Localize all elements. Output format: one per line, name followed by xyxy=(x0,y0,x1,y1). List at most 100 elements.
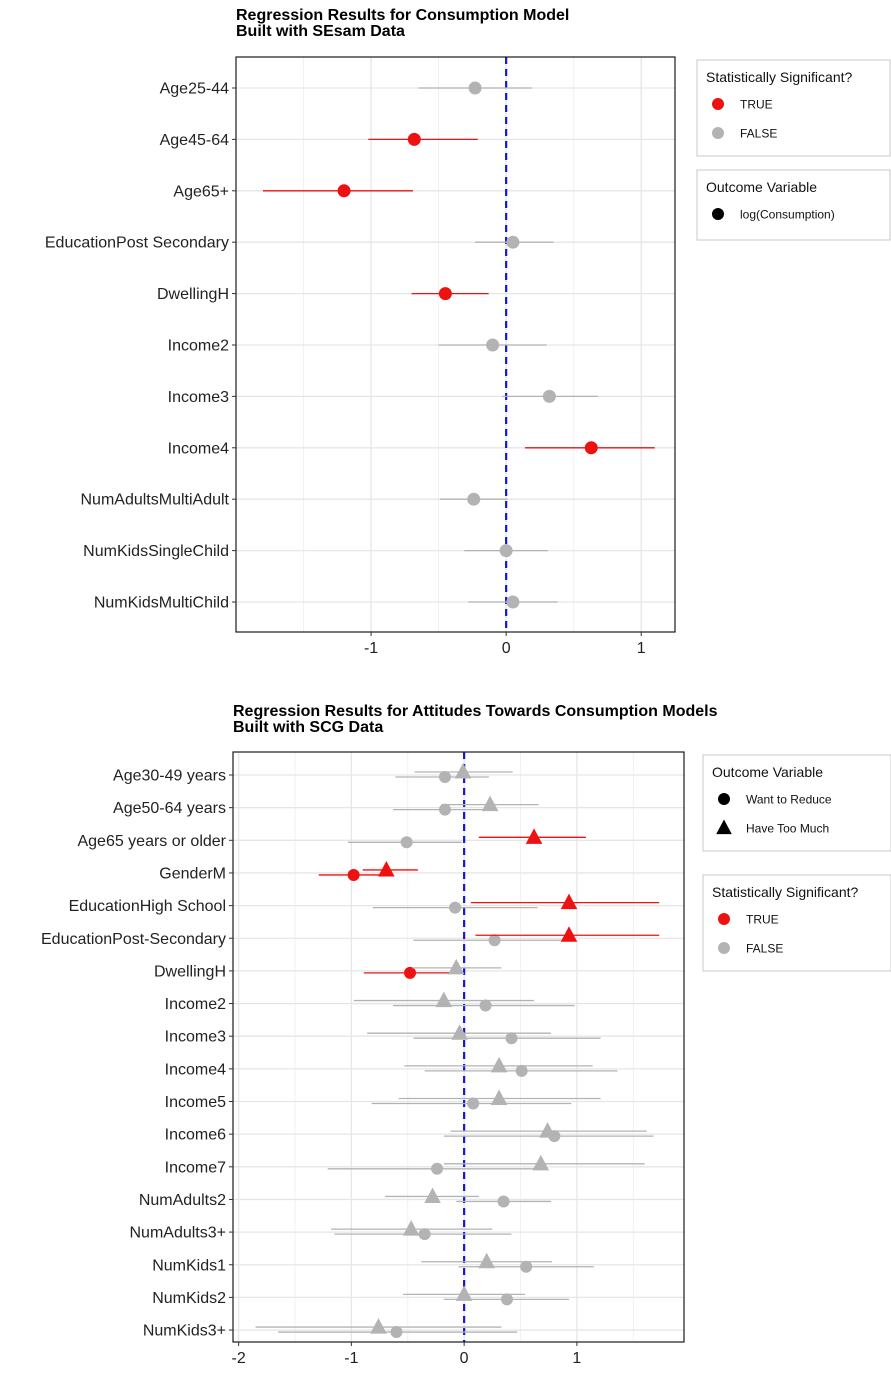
point-triangle xyxy=(478,1252,495,1269)
point-triangle xyxy=(402,1220,420,1236)
legend-label: Want to Reduce xyxy=(746,793,832,807)
y-tick-label: NumKids2 xyxy=(152,1290,226,1307)
point-circle xyxy=(520,1260,533,1273)
y-tick-label: Income4 xyxy=(165,1061,226,1078)
point-circle xyxy=(497,1195,510,1208)
y-tick-label: Age25-44 xyxy=(160,81,229,98)
y-tick-label: Income3 xyxy=(165,1029,226,1046)
legend-label: FALSE xyxy=(740,127,777,141)
point-triangle xyxy=(532,1154,550,1171)
y-tick-label: NumAdults2 xyxy=(139,1192,226,1209)
plot-panel-border xyxy=(232,751,685,1343)
legend-key-circle xyxy=(712,127,724,139)
x-tick-label: 0 xyxy=(460,1350,469,1367)
y-tick-label: Income2 xyxy=(168,338,229,355)
y-tick-label: NumKidsMultiChild xyxy=(94,595,229,612)
legend-label: log(Consumption) xyxy=(740,208,835,222)
legend-title: Statistically Significant? xyxy=(712,884,859,900)
y-tick-label: Income3 xyxy=(168,389,229,406)
legend-key-circle xyxy=(718,942,730,954)
consumption-model-chart: Regression Results for Consumption Model… xyxy=(45,7,891,657)
y-tick-label: Age65 years or older xyxy=(77,833,226,850)
chart-title-line: Built with SEsam Data xyxy=(236,23,405,40)
legend-title: Outcome Variable xyxy=(706,179,817,195)
point-circle xyxy=(467,1097,480,1110)
point-circle xyxy=(347,868,360,881)
point-circle xyxy=(438,287,452,301)
legend-key-circle xyxy=(718,913,730,925)
legend-key-circle xyxy=(718,793,730,805)
point-circle xyxy=(337,184,351,198)
x-tick-label: -1 xyxy=(364,640,378,657)
legend-key-circle xyxy=(712,98,724,110)
chart-title-line: Built with SCG Data xyxy=(233,719,383,736)
attitudes-model-chart: Regression Results for Attitudes Towards… xyxy=(41,703,891,1367)
chart-title-line: Regression Results for Attitudes Towards… xyxy=(233,703,718,720)
legend-label: Have Too Much xyxy=(746,822,829,836)
y-tick-label: Age65+ xyxy=(173,183,229,200)
y-tick-label: EducationPost-Secondary xyxy=(41,931,226,948)
y-tick-label: Age45-64 xyxy=(160,132,229,149)
y-tick-label: NumAdults3+ xyxy=(130,1225,227,1242)
point-triangle xyxy=(490,1056,508,1073)
point-circle xyxy=(506,595,520,609)
legend-title: Outcome Variable xyxy=(712,764,823,780)
point-circle xyxy=(431,1162,444,1175)
point-triangle xyxy=(455,1285,473,1301)
point-triangle xyxy=(525,828,543,844)
y-tick-label: DwellingH xyxy=(157,286,229,303)
y-tick-label: GenderM xyxy=(159,865,226,882)
x-tick-label: -1 xyxy=(344,1350,358,1367)
point-circle xyxy=(404,966,417,979)
point-circle xyxy=(486,338,500,352)
y-tick-label: NumKids3+ xyxy=(143,1323,226,1340)
point-triangle xyxy=(454,763,472,779)
point-circle xyxy=(449,901,462,914)
point-triangle xyxy=(378,860,395,877)
point-triangle xyxy=(447,958,465,975)
series-circle xyxy=(263,81,655,609)
y-tick-label: Age50-64 years xyxy=(113,800,226,817)
legend-box xyxy=(696,169,891,241)
gridlines xyxy=(233,752,684,1342)
point-circle xyxy=(584,441,598,455)
series-circle xyxy=(278,771,654,1339)
point-circle xyxy=(506,235,520,249)
point-circle xyxy=(438,771,451,783)
point-triangle xyxy=(370,1318,387,1334)
legend-label: FALSE xyxy=(746,942,783,956)
point-triangle xyxy=(490,1089,508,1106)
legend-title: Statistically Significant? xyxy=(706,69,853,85)
point-triangle xyxy=(435,991,453,1008)
legend-key-triangle xyxy=(716,819,732,835)
legend-label: TRUE xyxy=(746,913,779,927)
point-circle xyxy=(407,132,421,146)
point-triangle xyxy=(451,1024,468,1040)
y-tick-label: EducationHigh School xyxy=(69,898,226,915)
point-circle xyxy=(515,1064,528,1077)
point-circle xyxy=(418,1228,431,1241)
y-tick-label: NumAdultsMultiAdult xyxy=(81,492,230,509)
legend-box xyxy=(702,874,891,972)
y-tick-label: Income2 xyxy=(165,996,226,1013)
x-tick-label: -2 xyxy=(232,1350,246,1367)
point-triangle xyxy=(539,1122,556,1138)
series-triangle xyxy=(255,763,660,1334)
x-tick-label: 1 xyxy=(637,640,646,657)
x-tick-label: 0 xyxy=(502,640,511,657)
x-tick-label: 1 xyxy=(572,1350,581,1367)
chart-title-line: Regression Results for Consumption Model xyxy=(236,7,569,24)
point-triangle xyxy=(424,1187,441,1203)
point-circle xyxy=(500,1293,513,1306)
point-circle xyxy=(390,1326,403,1339)
point-circle xyxy=(505,1032,518,1045)
point-triangle xyxy=(560,893,578,910)
point-circle xyxy=(467,492,481,506)
point-circle xyxy=(400,836,413,849)
legend-box xyxy=(702,754,891,852)
point-circle xyxy=(468,81,482,95)
point-triangle xyxy=(481,795,499,812)
legend-key-circle xyxy=(712,208,724,220)
point-circle xyxy=(542,389,556,403)
